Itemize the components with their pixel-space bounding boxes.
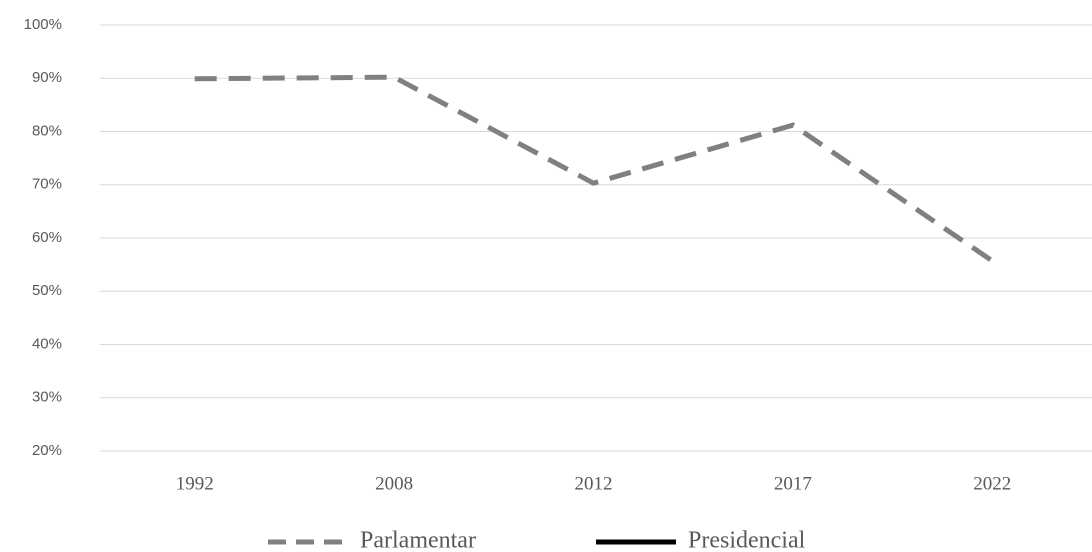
y-tick-label: 70% <box>32 176 62 193</box>
x-tick-label: 2008 <box>375 473 413 494</box>
y-tick-label: 100% <box>24 16 62 33</box>
y-tick-label: 20% <box>32 442 62 459</box>
x-tick-label: 2017 <box>774 473 812 494</box>
y-tick-label: 50% <box>32 282 62 299</box>
legend-label: Presidencial <box>688 528 806 552</box>
x-tick-label: 1992 <box>176 473 214 494</box>
y-tick-label: 80% <box>32 122 62 139</box>
y-tick-label: 40% <box>32 335 62 352</box>
y-tick-label: 30% <box>32 389 62 406</box>
y-tick-label: 90% <box>32 69 62 86</box>
series-line <box>194 74 994 263</box>
y-tick-label: 60% <box>32 229 62 246</box>
x-tick-label: 2012 <box>575 473 613 494</box>
x-tick-label: 2022 <box>973 473 1011 494</box>
legend-label: Parlamentar <box>360 528 476 552</box>
